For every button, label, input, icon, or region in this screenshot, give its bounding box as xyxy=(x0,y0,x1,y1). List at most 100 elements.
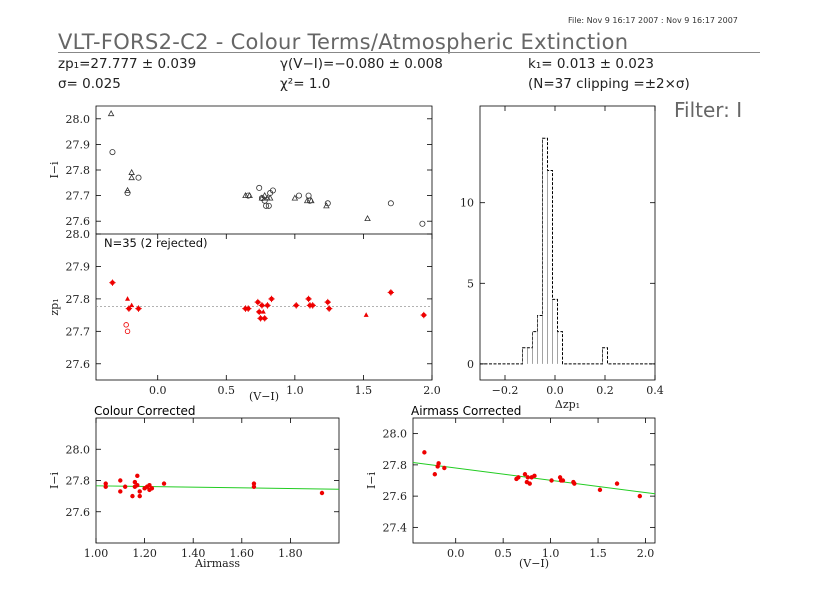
colour-corrected-xlabel: Airmass xyxy=(194,557,240,570)
raw-triangle-point xyxy=(242,191,249,199)
zp-triangle-point xyxy=(363,312,369,317)
raw-circle-point xyxy=(305,192,312,199)
colour-corrected-point xyxy=(251,481,257,486)
airmass-corrected-fit-line xyxy=(412,462,656,495)
colour-corrected-xtick-label: 1.00 xyxy=(84,547,109,560)
zp-star-point xyxy=(245,305,252,312)
raw-circle-point xyxy=(269,187,276,194)
airmass-corrected-point xyxy=(637,493,643,499)
airmass-corrected-point xyxy=(532,473,537,479)
airmass-corrected-ytick-label: 28.0 xyxy=(383,428,408,441)
histogram-xtick-label: −0.2 xyxy=(492,384,519,397)
raw-circle-point xyxy=(256,184,263,191)
colour-corrected-xtick-label: 1.80 xyxy=(278,547,303,560)
raw-circle-point xyxy=(124,190,131,197)
colour-corrected-point xyxy=(251,484,257,489)
zp-triangle-point xyxy=(260,309,266,314)
raw-triangle-point xyxy=(291,194,299,201)
sigma-stat: σ= 0.025 xyxy=(58,76,121,92)
colour-corrected-point xyxy=(149,486,155,491)
airmass-corrected-xtick-label: 0.0 xyxy=(447,547,465,560)
colour-corrected-frame xyxy=(95,417,340,544)
raw-triangle-point xyxy=(124,186,131,193)
airmass-corrected-ytick-label: 27.8 xyxy=(383,459,408,472)
zp-star-point xyxy=(261,315,268,322)
zp-triangle-point xyxy=(129,302,135,308)
airmass-corrected-point xyxy=(436,461,441,466)
mid-zp-ytick-label: 28.0 xyxy=(66,228,91,241)
top-raw-frame xyxy=(95,105,433,234)
mid-zp-xtick-label: 0.5 xyxy=(218,384,236,397)
extinction-stat: k₁= 0.013 ± 0.023 xyxy=(528,56,655,72)
airmass-corrected-point xyxy=(432,472,438,477)
mid-zp-ytick-label: 27.8 xyxy=(66,293,91,306)
raw-circle-point xyxy=(295,192,302,199)
filter-label: Filter: I xyxy=(674,98,743,122)
airmass-corrected-point xyxy=(560,478,566,483)
raw-circle-point xyxy=(419,220,426,227)
colour-corrected-point xyxy=(103,481,108,486)
airmass-corrected-point xyxy=(516,475,521,480)
colour-corrected-point xyxy=(118,478,123,483)
zp-star-point xyxy=(325,305,333,312)
zeropoint-stat: zp₁=27.777 ± 0.039 xyxy=(58,56,197,72)
colour-corrected-ytick-label: 28.0 xyxy=(66,443,91,456)
raw-circle-point xyxy=(265,202,272,209)
top-raw-ytick-label: 27.7 xyxy=(66,190,91,203)
histogram-xtick-label: 0.4 xyxy=(646,384,664,397)
top-raw-ytick-label: 27.9 xyxy=(66,138,91,151)
colour-corrected-point xyxy=(103,484,108,489)
zp-star-point xyxy=(268,295,275,303)
histogram-xtick-label: 0.2 xyxy=(596,384,614,397)
clipping-stat: (N=37 clipping =±2×σ) xyxy=(528,76,690,92)
chi2-stat: χ²= 1.0 xyxy=(280,76,331,92)
raw-circle-point xyxy=(109,149,116,156)
zp-star-point xyxy=(125,305,133,312)
histogram-ytick-label: 10 xyxy=(460,197,474,210)
raw-triangle-point xyxy=(364,215,371,222)
airmass-corrected-title: Airmass Corrected xyxy=(411,404,521,418)
title-divider xyxy=(58,52,760,53)
rejected-point xyxy=(124,328,131,335)
colour-corrected-xtick-label: 1.60 xyxy=(230,547,255,560)
airmass-corrected-point xyxy=(527,481,532,486)
zp-star-point xyxy=(324,298,331,306)
raw-circle-point xyxy=(135,174,142,181)
airmass-corrected-point xyxy=(572,481,577,486)
zp-star-point xyxy=(264,302,271,309)
airmass-corrected-ytick-label: 27.4 xyxy=(383,521,408,534)
histogram-ytick-label: 0 xyxy=(467,358,474,371)
histogram-steps xyxy=(480,137,655,365)
raw-triangle-point xyxy=(261,191,268,199)
airmass-corrected-xtick-label: 2.0 xyxy=(637,547,655,560)
histogram-xlabel: Δzp₁ xyxy=(555,398,580,411)
mid-zp-frame xyxy=(95,233,433,381)
colour-corrected-point xyxy=(137,489,142,494)
zp-star-point xyxy=(109,279,116,286)
airmass-corrected-xtick-label: 0.5 xyxy=(494,547,512,560)
colour-corrected-point xyxy=(118,489,123,494)
colour-corrected-point xyxy=(122,484,128,489)
zp-star-point xyxy=(305,295,312,303)
colour-corrected-point xyxy=(319,490,325,496)
airmass-corrected-xtick-label: 1.5 xyxy=(589,547,607,560)
colour-corrected-ylabel: I−i xyxy=(48,471,61,489)
colour-corrected-point xyxy=(137,493,142,499)
zp-star-point xyxy=(293,302,300,309)
colour-corrected-point xyxy=(161,481,167,486)
top-raw-ylabel: I−i xyxy=(48,161,61,179)
airmass-corrected-point xyxy=(422,450,427,455)
raw-circle-point xyxy=(387,200,394,207)
mid-zp-ylabel: zp₁ xyxy=(48,298,61,315)
raw-triangle-point xyxy=(107,110,115,117)
raw-triangle-point xyxy=(308,197,315,204)
histogram-ytick-label: 5 xyxy=(467,277,474,290)
mid-zp-ytick-label: 27.7 xyxy=(66,325,91,338)
mid-zp-xtick-label: 0.0 xyxy=(149,384,167,397)
raw-triangle-point xyxy=(128,168,135,175)
colour-corrected-ytick-label: 27.6 xyxy=(66,506,91,519)
zp-triangle-point xyxy=(125,296,131,301)
top-raw-ytick-label: 27.8 xyxy=(66,164,91,177)
page-title: VLT-FORS2-C2 - Colour Terms/Atmospheric … xyxy=(58,30,629,54)
raw-triangle-point xyxy=(323,202,330,209)
